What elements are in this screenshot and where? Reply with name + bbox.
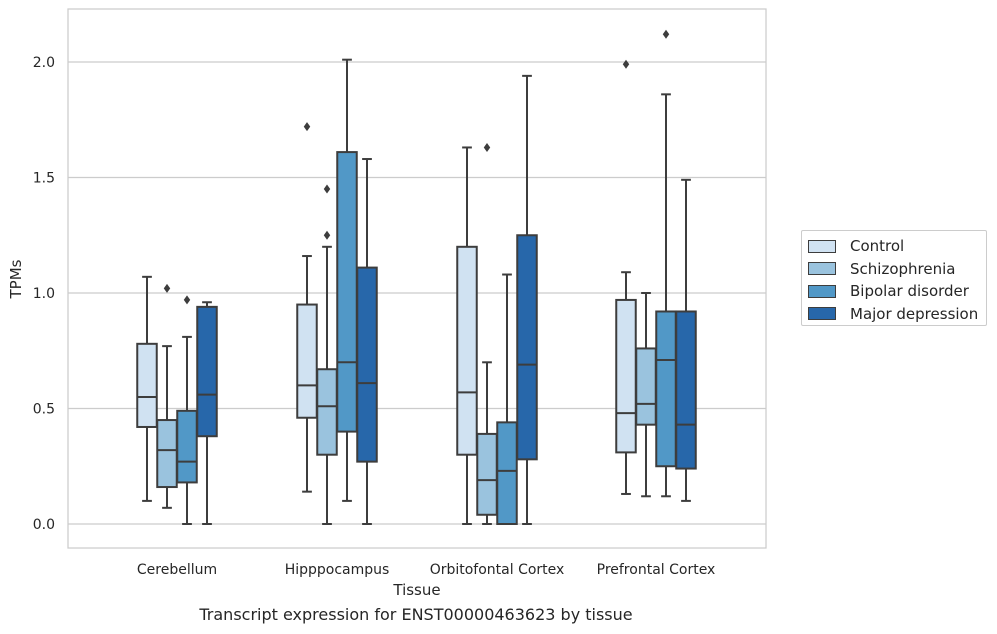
legend-swatch (808, 262, 836, 276)
box-body (336, 151, 358, 433)
outlier-point (323, 184, 331, 194)
box-body (136, 342, 158, 428)
y-tick-label: 1.5 (33, 171, 55, 187)
box-2-2 (496, 273, 518, 525)
box-body (176, 409, 198, 484)
box-body (296, 303, 318, 419)
legend-item-major-depression: Major depression (808, 303, 986, 326)
x-axis-label: Tissue (392, 581, 440, 599)
box-0-1 (156, 283, 178, 509)
box-3-2 (655, 29, 677, 498)
legend-swatch (808, 284, 836, 298)
plot-frame (67, 8, 767, 549)
box-0-0 (136, 275, 158, 502)
box-0-2 (176, 295, 198, 525)
y-tick-label: 2.0 (33, 55, 55, 71)
legend-label: Bipolar disorder (850, 282, 969, 301)
box-body (456, 245, 478, 456)
box-body (655, 310, 677, 468)
outlier-point (662, 29, 670, 39)
y-tick-label: 0.0 (33, 517, 55, 533)
box-body (356, 266, 378, 463)
box-3-1 (635, 292, 657, 498)
outlier-point (483, 142, 491, 152)
box-2-0 (456, 146, 478, 525)
box-3-0 (615, 59, 637, 495)
legend-item-bipolar-disorder: Bipolar disorder (808, 280, 986, 303)
box-1-3 (356, 158, 378, 525)
outlier-point (163, 283, 171, 293)
x-tick-label: Hipppocampus (285, 562, 390, 578)
box-3-3 (675, 178, 697, 502)
box-1-0 (296, 122, 318, 493)
box-1-1 (316, 184, 338, 525)
legend-label: Schizophrenia (850, 259, 956, 278)
legend-item-control: Control (808, 235, 986, 258)
box-body (196, 305, 218, 438)
x-tick-label: Orbitofontal Cortex (430, 562, 565, 578)
box-body (156, 419, 178, 489)
outlier-point (622, 59, 630, 69)
legend-label: Control (850, 237, 905, 256)
box-body (476, 432, 498, 516)
legend-item-schizophrenia: Schizophrenia (808, 258, 986, 281)
y-tick-labels: 0.0 0.5 1.0 1.5 2.0 (33, 55, 55, 533)
box-body (635, 347, 657, 426)
outlier-point (183, 295, 191, 305)
boxes (136, 29, 697, 525)
outlier-point (303, 122, 311, 132)
figure-caption: Transcript expression for ENST0000046362… (199, 605, 633, 624)
outlier-point (323, 230, 331, 240)
box-body (516, 234, 538, 461)
box-0-3 (196, 301, 218, 525)
box-2-3 (516, 74, 538, 525)
legend: Control Schizophrenia Bipolar disorder M… (801, 230, 987, 326)
y-axis-label: TPMs (7, 259, 25, 299)
x-tick-label: Prefrontal Cortex (597, 562, 716, 578)
box-2-1 (476, 142, 498, 525)
y-tick-label: 1.0 (33, 286, 55, 302)
x-tick-labels: Cerebellum Hipppocampus Orbitofontal Corte… (137, 562, 715, 578)
box-body (675, 310, 697, 470)
legend-swatch (808, 307, 836, 321)
legend-label: Major depression (850, 304, 979, 323)
x-tick-label: Cerebellum (137, 562, 217, 578)
y-tick-label: 0.5 (33, 402, 55, 418)
box-body (316, 368, 338, 456)
box-body (615, 298, 637, 454)
box-body (496, 421, 518, 525)
box-1-2 (336, 58, 358, 502)
legend-swatch (808, 239, 836, 253)
